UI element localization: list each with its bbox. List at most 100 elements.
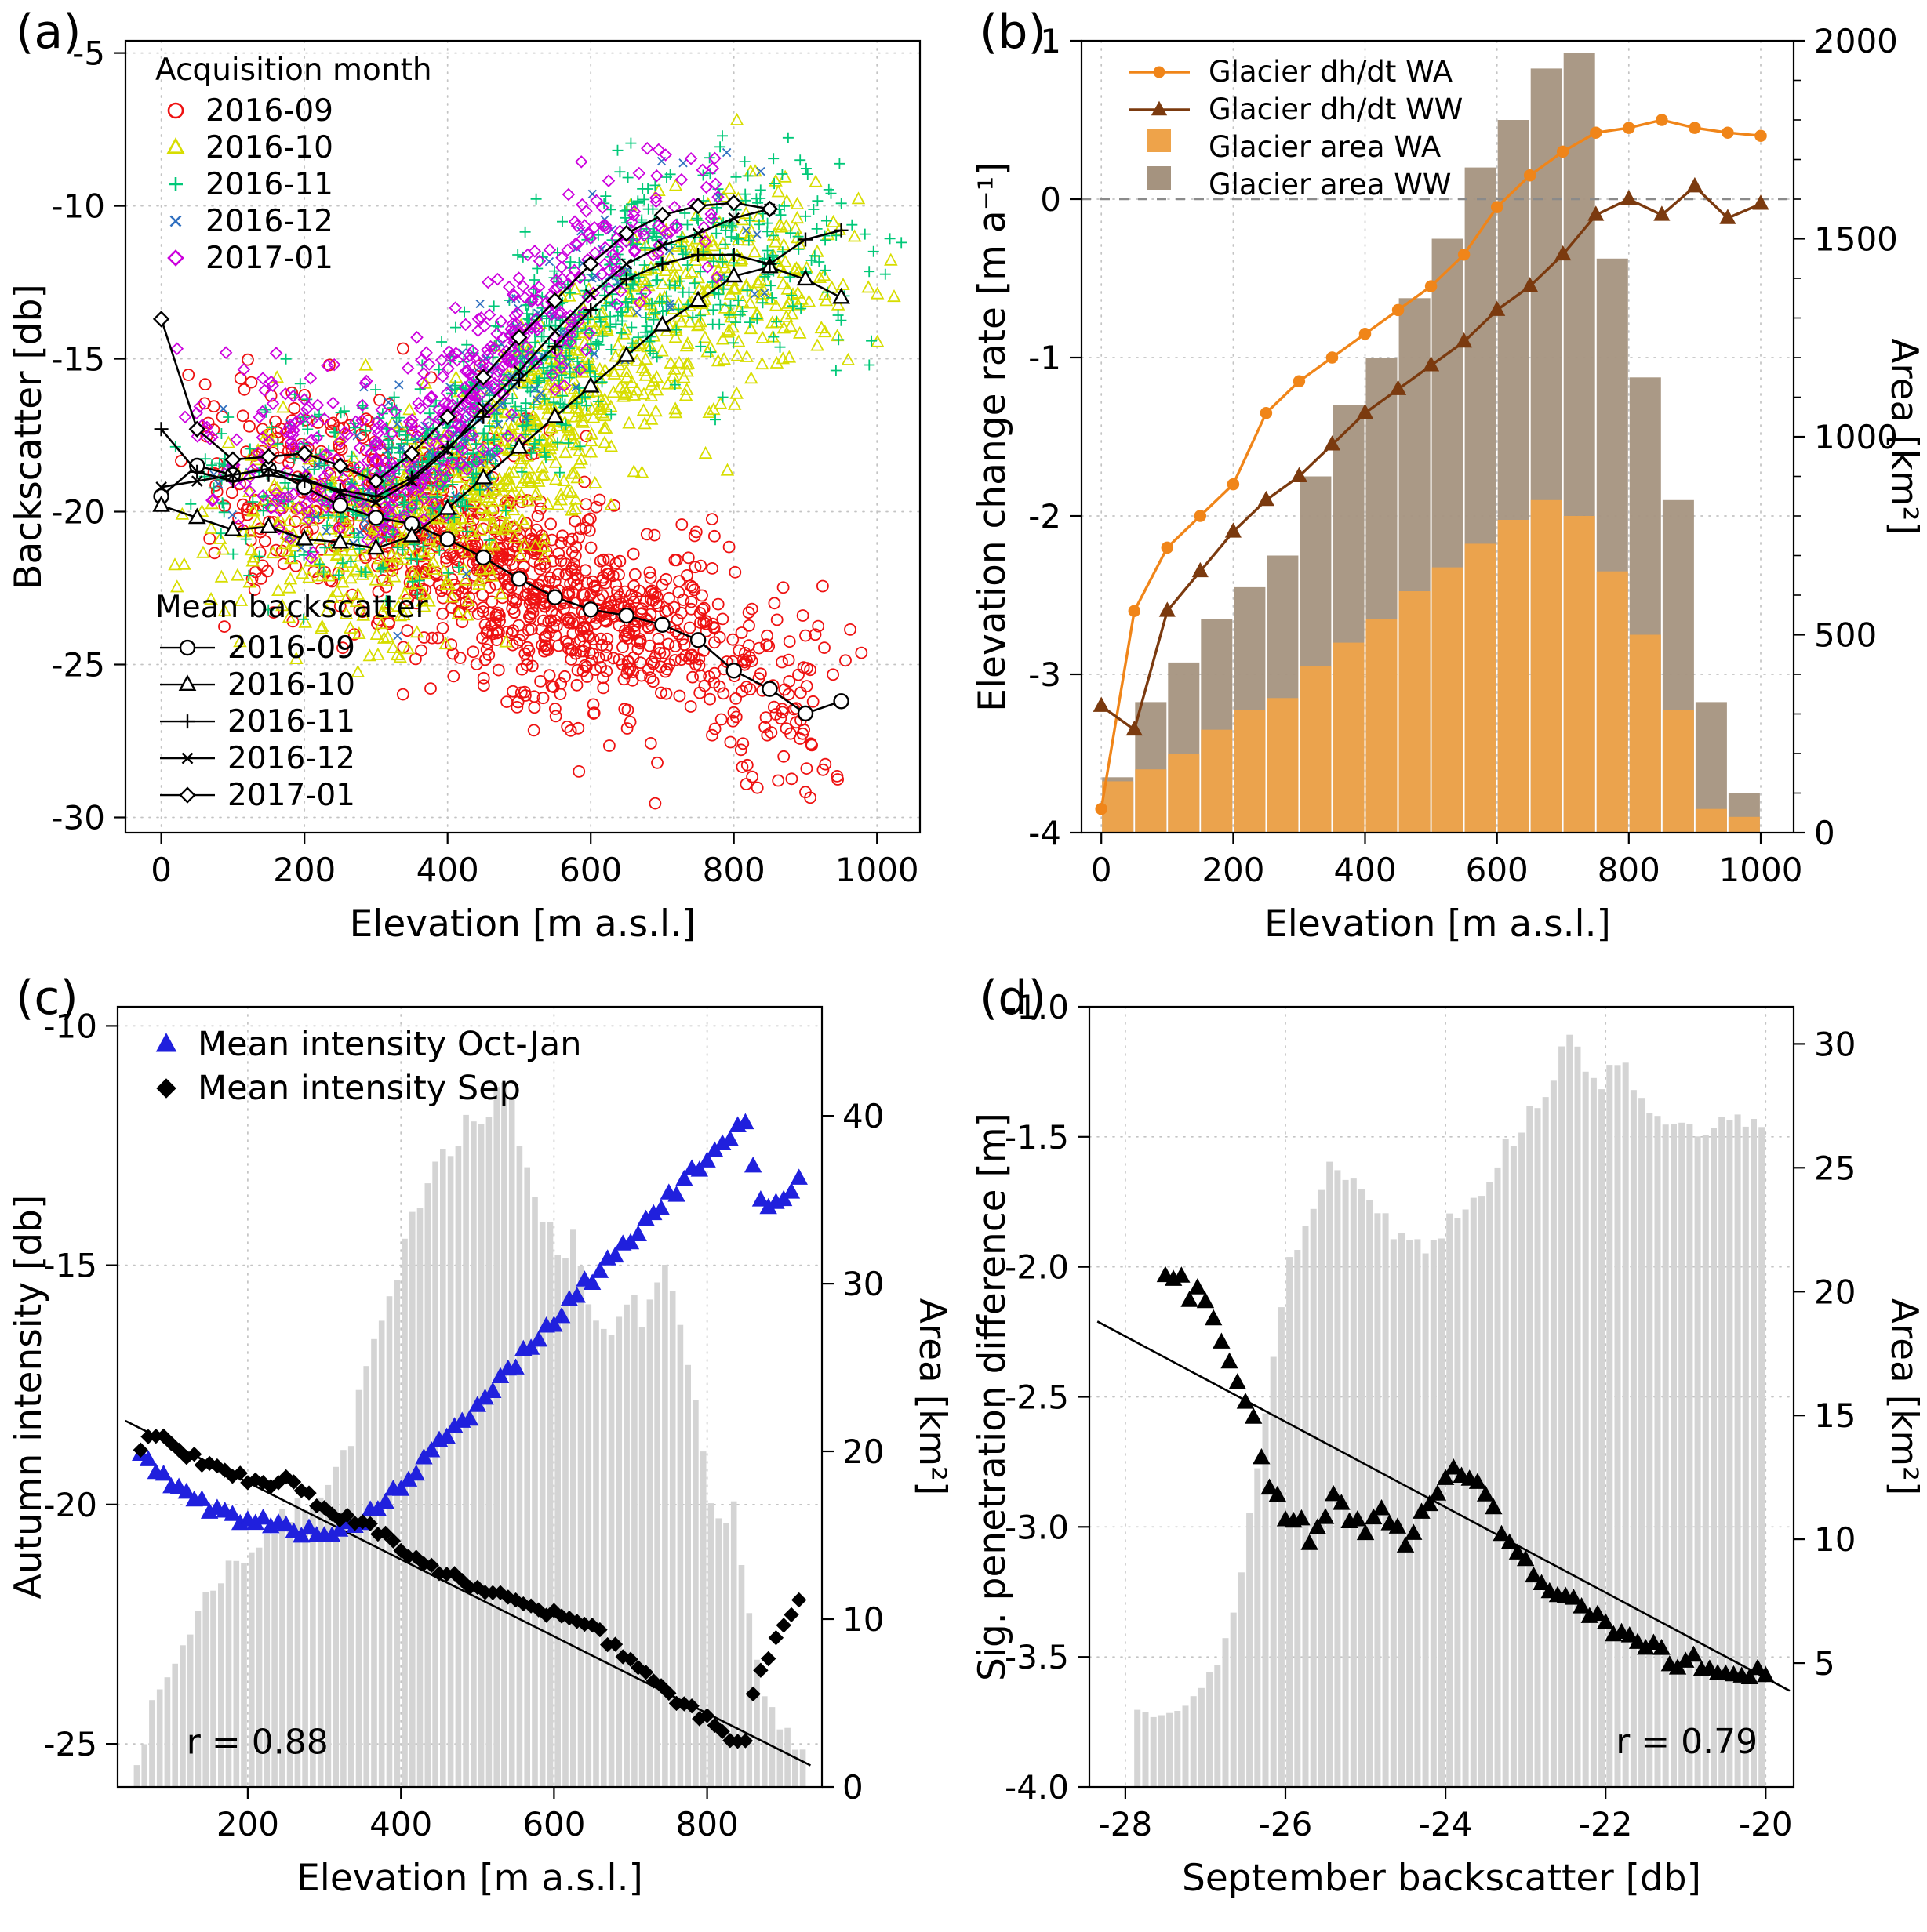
x-legend-icon [169,215,182,227]
swatch-legend-icon [1147,129,1171,152]
y2-axis-title: Area [km²] [1882,338,1925,536]
svg-text:200: 200 [273,851,336,889]
svg-text:-10: -10 [51,187,105,226]
y-axis-title: Autumn intensity [db] [7,1195,50,1600]
svg-text:-10: -10 [43,1007,97,1045]
panel-label-a: (a) [16,5,82,60]
chart-a-svg: 0 200 400 600 800 1000 -30 -25 -20 -15 -10 -5 Elevat… [7,34,922,946]
mean-symbols-2016-11 [154,223,849,503]
svg-text:400: 400 [369,1805,432,1843]
svg-text:-4: -4 [1028,814,1061,852]
svg-text:-24: -24 [1419,1805,1473,1843]
svg-text:800: 800 [703,851,765,889]
area-bars [133,1082,806,1787]
triangle-legend-icon [178,674,197,691]
gridlines [125,40,921,833]
chart-b-svg: 0 200 400 600 800 1000 -4 -3 -2 -1 0 1 0 500 1000 1500 2… [971,22,1925,946]
series-mean-intensity-oct-jan [132,1113,808,1543]
dhdt-line [1100,184,1762,732]
circle-legend-icon [167,102,184,119]
legend-b: Glacier dh/dt WA Glacier dh/dt WW Glacier … [1129,55,1463,202]
legend-acquisition-month: Acquisition month2016-092016-102016-1120… [155,53,432,276]
triangle-legend-icon [1151,100,1168,116]
plus-legend-icon [180,714,195,729]
svg-text:200: 200 [216,1805,279,1843]
svg-text:-3.0: -3.0 [1005,1508,1069,1546]
tick-labels: -28 -26 -24 -22 -20 -4.0 -3.5 -3.0 -2.5 -2.0 -1.5 -… [1005,988,1856,1843]
svg-text:-25: -25 [51,646,105,685]
dhdt-markers [1095,114,1767,815]
x-axis-title: Elevation [m a.s.l.] [296,1857,643,1900]
mean-symbols-2017-01 [152,194,779,490]
svg-text:2016-11: 2016-11 [205,167,333,202]
panel-label-b: (b) [980,5,1046,60]
svg-text:-22: -22 [1579,1805,1633,1843]
svg-text:Glacier area WA: Glacier area WA [1209,130,1441,164]
svg-text:-15: -15 [43,1247,97,1285]
axis-titles: Elevation [m a.s.l.] Backscatter [db] [7,284,696,946]
correlation-label: r = 0.79 [1616,1722,1758,1762]
svg-text:5: 5 [1814,1644,1835,1683]
panel-label-c: (c) [16,971,78,1026]
svg-text:-2.0: -2.0 [1005,1248,1069,1287]
diamond-legend-icon [179,786,196,804]
svg-text:-15: -15 [51,340,105,379]
svg-text:-25: -25 [43,1725,97,1763]
diamond-legend-icon [167,249,184,267]
svg-text:Mean backscatter: Mean backscatter [155,590,429,625]
svg-text:15: 15 [1814,1396,1856,1435]
svg-text:30: 30 [1814,1025,1856,1063]
axis-ticks [114,52,878,844]
svg-text:-20: -20 [1739,1805,1793,1843]
circle-legend-icon [1153,66,1165,78]
svg-text:-28: -28 [1099,1805,1153,1843]
svg-text:800: 800 [676,1805,739,1843]
series-mean-intensity-sep [133,1428,807,1749]
y-axis-title: Backscatter [db] [7,284,50,590]
panel-a: (a) 0 200 400 600 800 1000 -30 -25 -20 -15 -10 -5 El… [0,0,963,966]
svg-text:20: 20 [1814,1273,1856,1311]
svg-text:2016-09: 2016-09 [205,93,333,129]
svg-text:800: 800 [1598,851,1660,889]
panel-d: (d) -28 -26 -24 -22 -20 -4.0 -3.5 -3.0 -2.5 -2.0-… [964,966,1927,1932]
svg-text:Glacier area WW: Glacier area WW [1209,168,1451,202]
y-axis-title: Elevation change rate [m a⁻¹] [971,162,1014,711]
svg-text:600: 600 [559,851,622,889]
svg-text:0: 0 [1814,814,1835,852]
svg-text:-1.0: -1.0 [1005,988,1069,1026]
y2-axis-title: Area [km²] [1882,1298,1925,1496]
chart-c-svg: 200 400 600 800 -25 -20 -15 -10 0 10 20 30 40 Elevati… [7,1005,954,1900]
svg-text:-2: -2 [1028,497,1061,536]
svg-text:-30: -30 [51,799,105,837]
svg-text:200: 200 [1202,851,1264,889]
svg-text:2016-12: 2016-12 [227,741,355,776]
chart-d-svg: -28 -26 -24 -22 -20 -4.0 -3.5 -3.0 -2.5 -2.0 -1.5 -… [971,988,1925,1900]
diamond-legend-icon [156,1078,176,1099]
svg-text:40: 40 [842,1097,884,1135]
axis-titles: September backscatter [db] Sig. penetrati… [971,1113,1925,1900]
svg-text:400: 400 [416,851,479,889]
glacier-area-bars [1102,53,1760,833]
y2-axis-title: Area [km²] [911,1298,954,1496]
svg-text:0: 0 [1040,180,1061,219]
svg-text:10: 10 [1814,1520,1856,1559]
plot-frame [116,1005,824,1789]
svg-text:2017-01: 2017-01 [205,241,333,276]
trend-line [1096,1320,1791,1692]
svg-text:-1.5: -1.5 [1005,1118,1069,1157]
series-sig-penetration-difference [1156,1266,1775,1684]
area-bars [1134,1034,1765,1787]
svg-text:Glacier dh/dt WW: Glacier dh/dt WW [1209,93,1463,126]
svg-text:-1: -1 [1028,339,1061,377]
svg-text:2000: 2000 [1814,22,1898,60]
axis-ticks [106,1025,834,1799]
svg-text:Mean intensity Sep: Mean intensity Sep [198,1069,521,1108]
svg-text:Glacier dh/dt WA: Glacier dh/dt WA [1209,55,1453,89]
plus-legend-icon [169,177,183,191]
svg-text:1000: 1000 [1719,851,1803,889]
svg-text:400: 400 [1333,851,1396,889]
svg-text:600: 600 [1466,851,1529,889]
svg-text:0: 0 [842,1768,864,1807]
plot-frame [124,39,922,834]
